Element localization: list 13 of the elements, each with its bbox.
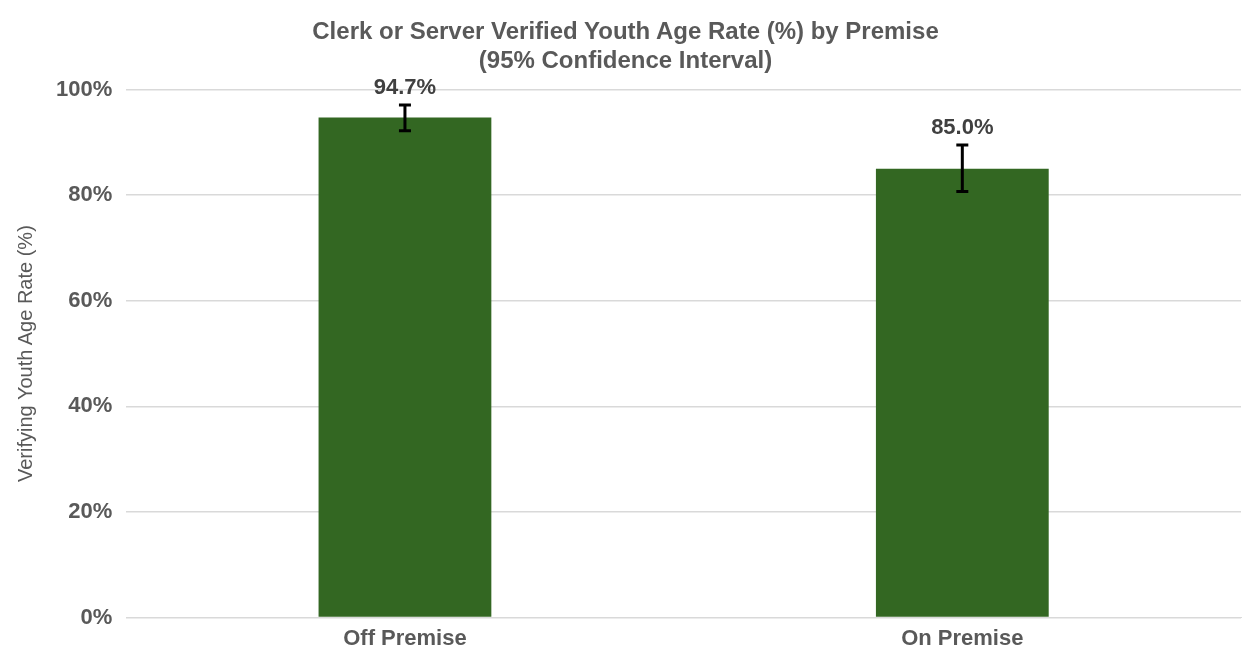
x-tick-label: On Premise xyxy=(901,624,1024,650)
y-tick-label: 40% xyxy=(68,392,113,418)
y-tick-label: 100% xyxy=(55,75,113,101)
data-label: 85.0% xyxy=(931,114,994,140)
y-axis-title: Verifying Youth Age Rate (%) xyxy=(13,225,36,483)
data-label: 94.7% xyxy=(373,73,437,99)
y-tick-label: 60% xyxy=(68,286,113,312)
y-tick-label: 80% xyxy=(68,181,113,207)
chart-title: Clerk or Server Verified Youth Age Rate (%) by Premise xyxy=(312,17,939,45)
chart-subtitle: (95% Confidence Interval) xyxy=(478,45,773,73)
y-tick-label: 0% xyxy=(80,603,113,629)
x-tick-label: Off Premise xyxy=(343,624,467,650)
y-tick-label: 20% xyxy=(68,498,113,524)
